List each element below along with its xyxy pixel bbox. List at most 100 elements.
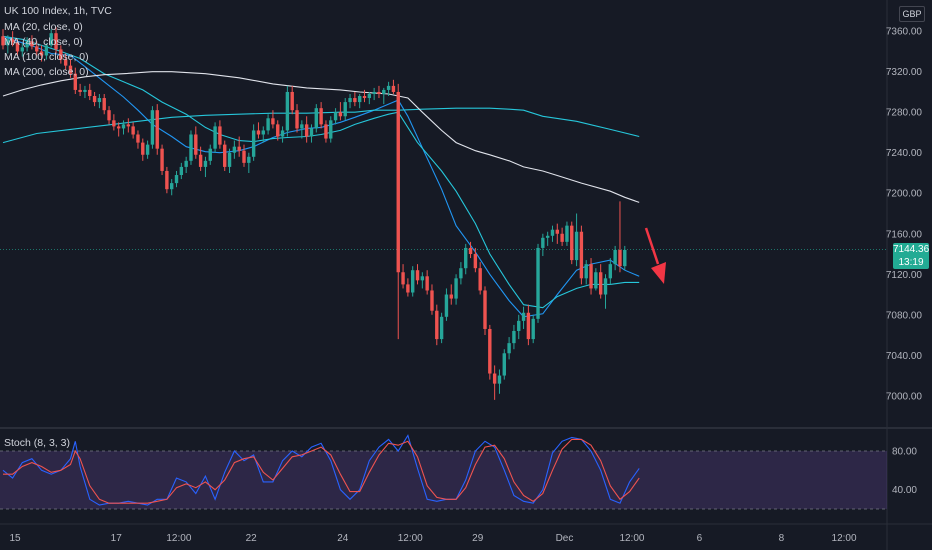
candle-body: [160, 148, 164, 171]
candle-body: [25, 41, 29, 48]
candle-body: [271, 118, 275, 125]
candle-body: [198, 154, 203, 167]
candle-body: [285, 91, 290, 131]
candle-body: [256, 130, 261, 135]
candle-body: [521, 312, 526, 321]
ma-200-line: [2, 71, 640, 203]
candle-body: [131, 126, 135, 135]
ma-200-legend[interactable]: MA (200, close, 0): [4, 66, 89, 78]
time-tick-label: 17: [111, 533, 123, 544]
symbol-title[interactable]: UK 100 Index, 1h, TVC: [4, 5, 112, 17]
candle-body: [377, 91, 381, 94]
price-tick-label: 7240.00: [886, 148, 923, 159]
ma-40-legend[interactable]: MA (40, close, 0): [4, 36, 83, 48]
candle-body: [483, 290, 487, 329]
candle-body: [174, 175, 179, 184]
ma-100-legend[interactable]: MA (100, close, 0): [4, 51, 89, 63]
price-tick-label: 7200.00: [886, 189, 923, 200]
candle-body: [194, 134, 198, 155]
candle-body: [512, 330, 516, 344]
candle-body: [68, 65, 73, 74]
candle-body: [488, 328, 492, 374]
candle-body: [401, 272, 405, 285]
candle-body: [329, 120, 333, 139]
candle-body: [97, 98, 102, 103]
candle-body: [309, 128, 314, 137]
candle-body: [92, 96, 97, 103]
candle-body: [73, 73, 77, 90]
candle-body: [136, 134, 140, 143]
candle-body: [362, 96, 367, 99]
candle-body: [203, 160, 208, 167]
candle-body: [35, 46, 39, 52]
candle-body: [59, 49, 63, 60]
candle-body: [179, 166, 184, 176]
candle-body: [251, 130, 256, 157]
candle-body: [112, 120, 116, 127]
candle-body: [218, 126, 222, 145]
stoch-band: [0, 451, 887, 509]
candle-body: [30, 41, 34, 47]
candle-body: [102, 98, 106, 111]
candle-body: [1, 36, 5, 46]
candle-body: [141, 142, 145, 155]
candle-body: [170, 183, 174, 190]
ma-20-legend[interactable]: MA (20, close, 0): [4, 21, 83, 33]
candle-body: [126, 124, 131, 127]
candle-body: [63, 59, 68, 66]
candle-body: [266, 118, 270, 131]
candle-body: [49, 33, 53, 46]
price-tick-label: 7320.00: [886, 67, 923, 78]
candle-body: [304, 124, 309, 137]
stoch-k-line: [2, 434, 640, 506]
stoch-d-line: [3, 438, 640, 504]
candle-body: [348, 98, 352, 103]
price-tick-label: 7000.00: [886, 391, 923, 402]
candle-body: [343, 102, 347, 117]
candle-body: [473, 254, 478, 269]
candle-body: [406, 284, 410, 293]
candle-body: [150, 110, 155, 145]
candle-body: [107, 110, 111, 121]
candle-body: [333, 112, 338, 121]
candle-body: [280, 130, 285, 137]
candle-body: [468, 247, 473, 255]
time-tick-label: 12:00: [398, 533, 423, 544]
time-tick-label: Dec: [556, 533, 574, 544]
time-tick-label: 12:00: [619, 533, 644, 544]
candle-body: [415, 270, 420, 281]
stoch-legend[interactable]: Stoch (8, 3, 3): [4, 437, 70, 449]
candle-body: [449, 294, 453, 299]
candle-body: [324, 124, 328, 139]
candle-body: [184, 160, 188, 167]
candle-body: [598, 272, 603, 295]
candle-body: [608, 264, 613, 279]
time-tick-label: 22: [246, 533, 258, 544]
stoch-tick-label: 40.00: [892, 485, 917, 496]
candle-body: [420, 276, 425, 281]
candle-body: [300, 124, 304, 129]
currency-button[interactable]: GBP: [899, 6, 925, 22]
candle-body: [290, 91, 294, 111]
candle-body: [357, 96, 362, 103]
candle-body: [145, 144, 150, 155]
time-tick-label: 12:00: [166, 533, 191, 544]
price-tick-label: 7280.00: [886, 108, 923, 119]
candle-body: [464, 247, 468, 269]
candle-body: [603, 278, 608, 295]
candle-body: [208, 148, 212, 161]
candle-body: [613, 249, 617, 265]
current-price-label: 7144.36 13:19: [893, 243, 929, 269]
candle-body: [497, 375, 502, 384]
time-tick-label: 6: [697, 533, 703, 544]
candle-body: [430, 290, 434, 311]
candle-body: [386, 85, 391, 90]
candle-body: [83, 89, 87, 92]
ma-40-line: [2, 35, 640, 309]
candle-body: [54, 33, 58, 50]
candle-body: [372, 91, 376, 94]
candle-body: [517, 320, 521, 331]
candle-body: [20, 47, 24, 52]
price-tick-label: 7120.00: [886, 270, 923, 281]
